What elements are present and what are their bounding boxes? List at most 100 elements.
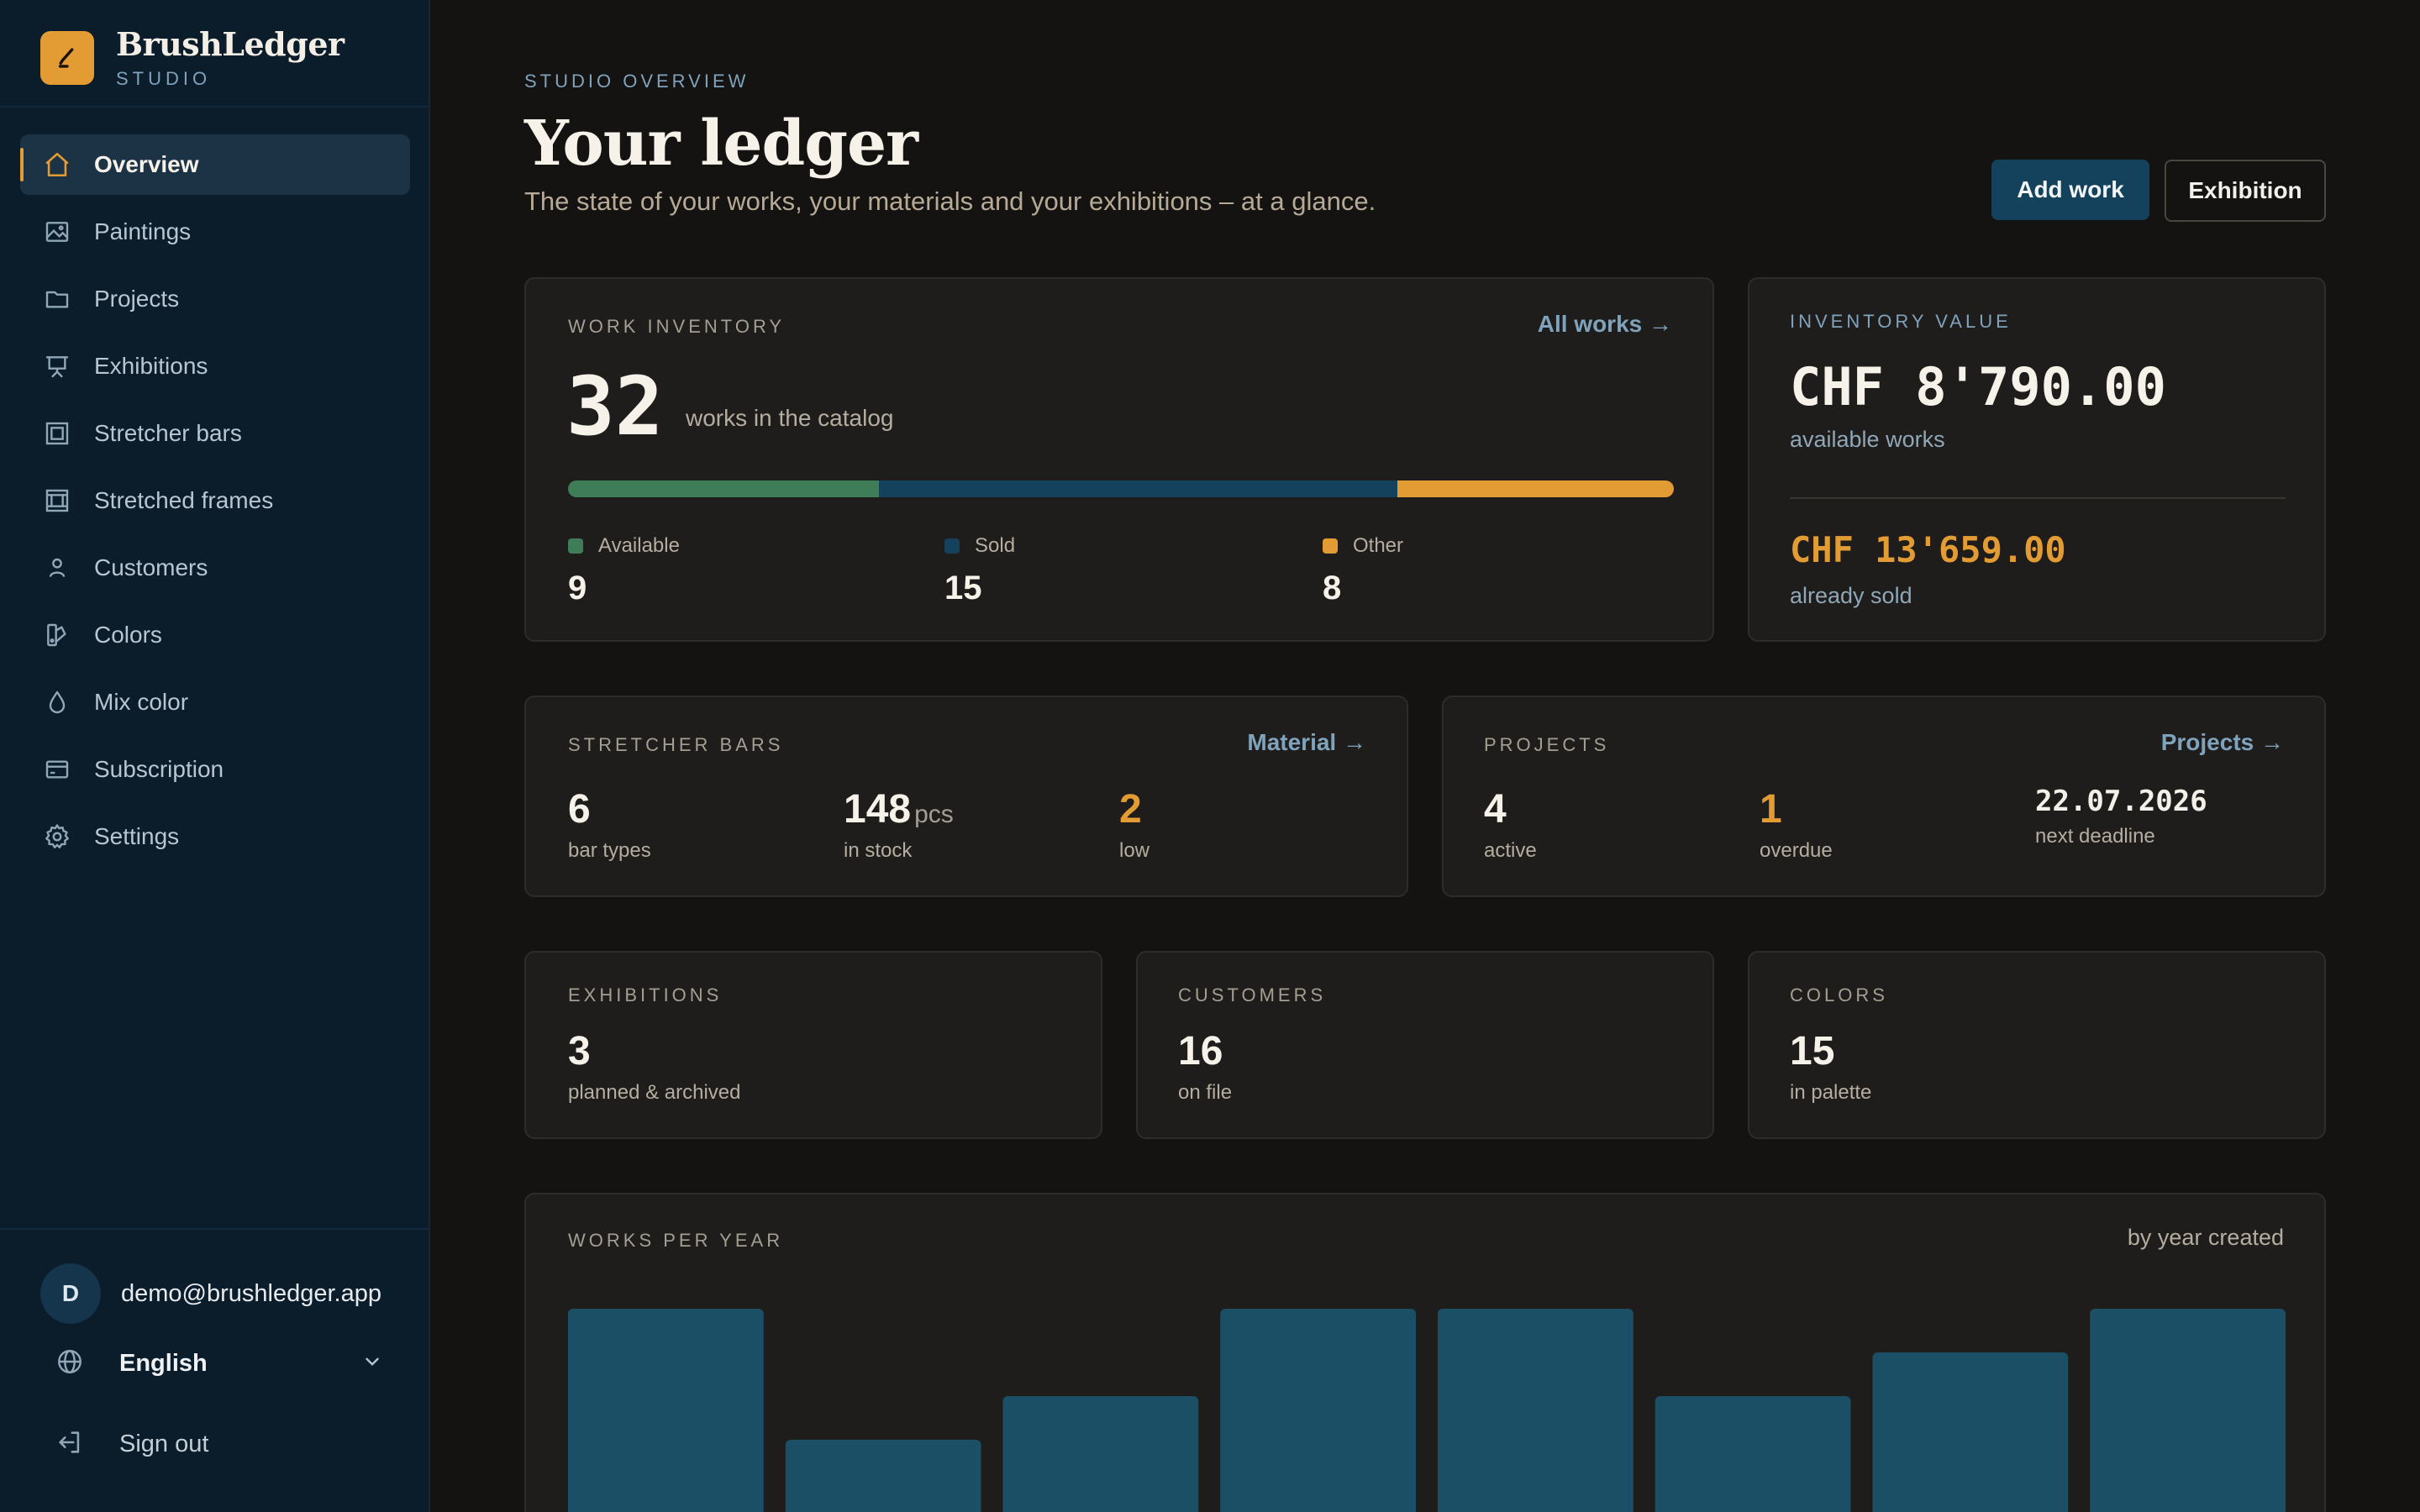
stat-exhibitions: 3 planned & archived xyxy=(568,1028,740,1105)
stat-value: 1 xyxy=(1760,787,1782,832)
sidebar-item-paintings[interactable]: Paintings xyxy=(20,202,410,262)
stat-value: 22.07.2026 xyxy=(2035,785,2207,818)
legend-value: 15 xyxy=(944,570,982,606)
folder-icon xyxy=(42,284,72,314)
sidebar-item-label: Colors xyxy=(94,622,162,648)
sidebar-item-customers[interactable]: Customers xyxy=(20,538,410,598)
brush-logo-icon xyxy=(40,30,94,85)
available-amount: CHF 8'790.00 xyxy=(1790,356,2166,417)
sidebar-item-overview[interactable]: Overview xyxy=(20,134,410,195)
all-works-link[interactable]: All works → xyxy=(1537,311,1672,337)
exhibitions-card[interactable]: EXHIBITIONS 3 planned & archived xyxy=(524,951,1102,1139)
sign-out-icon xyxy=(55,1428,84,1461)
bar-1[interactable] xyxy=(785,1440,981,1512)
stat-label: low xyxy=(1119,839,1150,862)
globe-icon xyxy=(55,1347,84,1380)
card-label: WORK INVENTORY xyxy=(568,316,786,337)
legend-value: 8 xyxy=(1323,570,1342,606)
page-eyebrow: STUDIO OVERVIEW xyxy=(524,71,750,92)
exhibition-button[interactable]: Exhibition xyxy=(2165,160,2326,222)
legend-value: 9 xyxy=(568,570,587,606)
colors-card[interactable]: COLORS 15 in palette xyxy=(1748,951,2326,1139)
canvas-frame-icon xyxy=(42,486,72,516)
stat-label: planned & archived xyxy=(568,1081,741,1104)
sidebar-item-label: Stretched frames xyxy=(94,487,274,513)
language-select[interactable]: English xyxy=(55,1347,383,1380)
sidebar-item-label: Exhibitions xyxy=(94,353,208,379)
sidebar-item-label: Settings xyxy=(94,823,180,849)
stat-value: 4 xyxy=(1484,787,1507,832)
stat-in-stock: 148 pcs in stock xyxy=(844,786,954,863)
sidebar-item-settings[interactable]: Settings xyxy=(20,806,410,867)
sold-caption: already sold xyxy=(1790,583,1912,608)
frame-icon xyxy=(42,418,72,449)
sidebar-item-stretched-frames[interactable]: Stretched frames xyxy=(20,470,410,531)
bar-3[interactable] xyxy=(1220,1309,1416,1512)
stat-customers: 16 on file xyxy=(1178,1028,1232,1105)
inventory-bar xyxy=(568,480,1674,497)
projects-card: PROJECTS Projects → 4 active 1 overdue 2… xyxy=(1442,696,2326,897)
sidebar-item-colors[interactable]: Colors xyxy=(20,605,410,665)
sidebar-item-label: Mix color xyxy=(94,689,189,715)
customers-card[interactable]: CUSTOMERS 16 on file xyxy=(1136,951,1714,1139)
stat-label: in palette xyxy=(1790,1081,1872,1104)
bar-2[interactable] xyxy=(1002,1396,1199,1512)
divider xyxy=(1790,497,2286,499)
page-subtitle: The state of your works, your materials … xyxy=(524,186,1376,216)
sidebar-item-subscription[interactable]: Subscription xyxy=(20,739,410,800)
stat-value: 16 xyxy=(1178,1029,1223,1074)
sign-out-button[interactable]: Sign out xyxy=(55,1428,208,1461)
sidebar-item-label: Stretcher bars xyxy=(94,420,242,446)
card-label: PROJECTS xyxy=(1484,734,1610,755)
bar-7[interactable] xyxy=(2090,1309,2286,1512)
sidebar-item-mix-color[interactable]: Mix color xyxy=(20,672,410,732)
card-label: STRETCHER BARS xyxy=(568,734,784,755)
bar-0[interactable] xyxy=(568,1309,764,1512)
brand[interactable]: BrushLedger STUDIO xyxy=(40,25,345,90)
stat-label: next deadline xyxy=(2035,825,2155,848)
sidebar-nav: Overview Paintings Projects Exhibitions … xyxy=(20,134,410,874)
card-label: CUSTOMERS xyxy=(1178,984,1327,1005)
sidebar-item-label: Paintings xyxy=(94,218,192,244)
stat-label: overdue xyxy=(1760,839,1833,862)
stat-label: active xyxy=(1484,839,1537,862)
sidebar-item-exhibitions[interactable]: Exhibitions xyxy=(20,336,410,396)
legend-sold: Sold 15 xyxy=(944,534,1015,607)
bar-5[interactable] xyxy=(1655,1396,1851,1512)
sidebar-item-label: Subscription xyxy=(94,756,224,782)
swatch-icon xyxy=(42,620,72,650)
sidebar-item-projects[interactable]: Projects xyxy=(20,269,410,329)
inventory-bar-segment-other xyxy=(1397,480,1674,497)
inventory-bar-segment-available xyxy=(568,480,880,497)
stat-value: 148 xyxy=(844,787,912,832)
card-label: EXHIBITIONS xyxy=(568,984,723,1005)
chart-subtitle: by year created xyxy=(2127,1225,2284,1250)
stat-colors: 15 in palette xyxy=(1790,1028,1871,1105)
bar-4[interactable] xyxy=(1438,1309,1634,1512)
legend-label: Available xyxy=(598,534,680,557)
legend-available: Available 9 xyxy=(568,534,680,607)
legend-other: Other 8 xyxy=(1323,534,1403,607)
stat-label: on file xyxy=(1178,1081,1233,1104)
stat-next-deadline: 22.07.2026 next deadline xyxy=(2035,785,2207,848)
chart-title: WORKS PER YEAR xyxy=(568,1230,784,1251)
gear-icon xyxy=(42,822,72,852)
works-total: 32 xyxy=(566,360,664,454)
avatar: D xyxy=(40,1263,101,1324)
material-link[interactable]: Material → xyxy=(1247,729,1366,755)
person-icon xyxy=(42,553,72,583)
sold-amount: CHF 13'659.00 xyxy=(1790,529,2066,570)
stretcher-bars-card: STRETCHER BARS Material → 6 bar types 14… xyxy=(524,696,1408,897)
legend-label: Other xyxy=(1353,534,1404,557)
sidebar-item-stretcher-bars[interactable]: Stretcher bars xyxy=(20,403,410,464)
projects-link[interactable]: Projects → xyxy=(2160,729,2284,755)
works-per-year-card: WORKS PER YEAR by year created xyxy=(524,1193,2326,1512)
sign-out-label: Sign out xyxy=(119,1431,209,1457)
stat-overdue: 1 overdue xyxy=(1760,786,1833,863)
stat-value: 2 xyxy=(1119,787,1142,832)
drop-icon xyxy=(42,687,72,717)
bar-6[interactable] xyxy=(1872,1352,2069,1512)
stat-value: 3 xyxy=(568,1029,591,1074)
user-account[interactable]: D demo@brushledger.app xyxy=(40,1263,381,1324)
add-work-button[interactable]: Add work xyxy=(1991,160,2149,220)
